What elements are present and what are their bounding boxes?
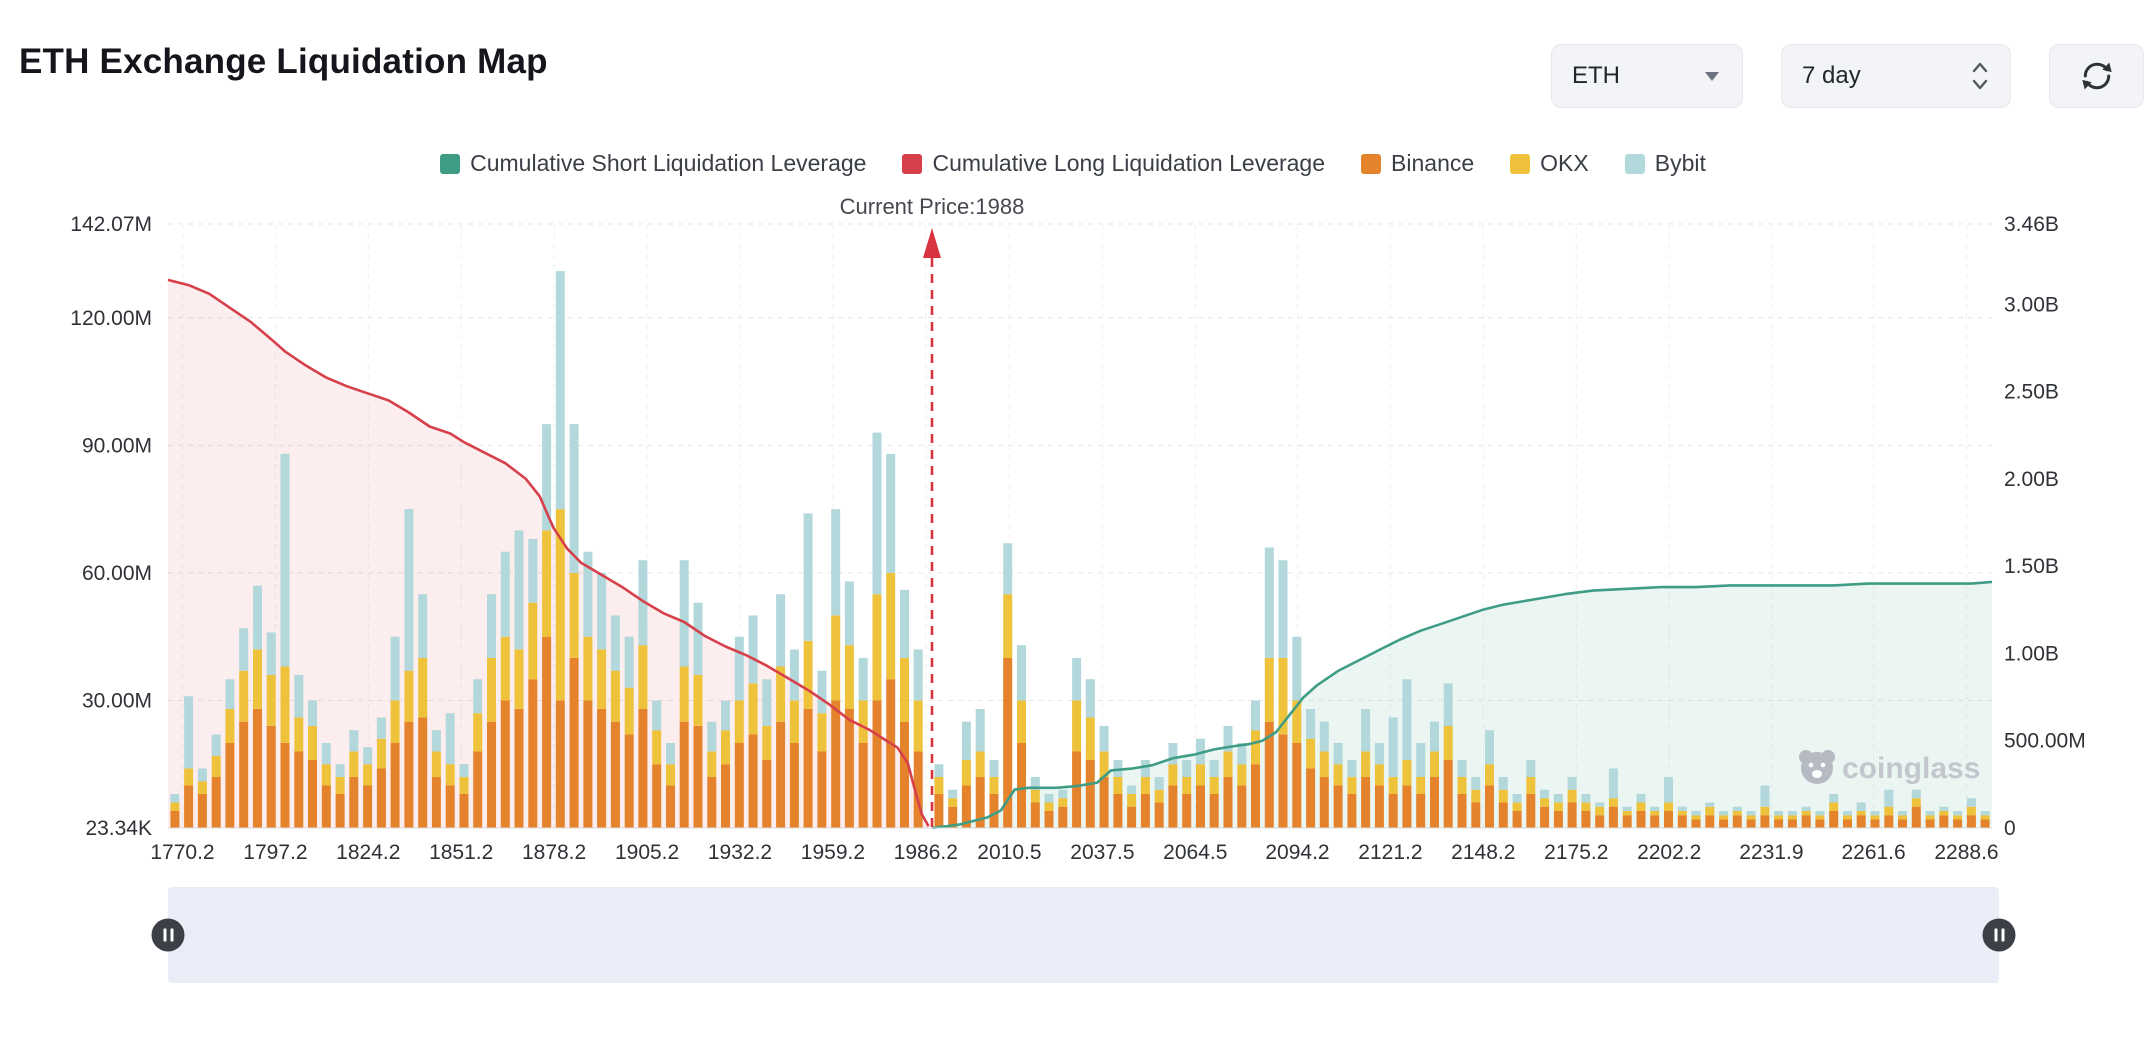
current-price-label: Current Price:1988 [840, 194, 1025, 219]
legend-label: Cumulative Long Liquidation Leverage [932, 150, 1326, 176]
range-select[interactable]: 7 day [1781, 44, 2011, 108]
legend-swatch [902, 153, 923, 174]
legend-item-binance[interactable]: Binance [1361, 150, 1474, 177]
svg-text:3.00B: 3.00B [2004, 293, 2059, 316]
liquidation-map-chart[interactable]: Current Price:1988 coinglass 142.07M 120.… [0, 186, 2146, 886]
pause-bar-icon [2001, 928, 2004, 942]
legend-label: Cumulative Short Liquidation Leverage [470, 150, 867, 176]
svg-text:142.07M: 142.07M [70, 213, 152, 236]
svg-text:2.50B: 2.50B [2004, 381, 2059, 404]
svg-text:1.00B: 1.00B [2004, 642, 2059, 665]
svg-text:1851.2: 1851.2 [429, 841, 493, 864]
right-axis-labels: 3.46B 3.00B 2.50B 2.00B 1.50B 1.00B 500.00M 0 [2004, 213, 2086, 840]
svg-text:120.00M: 120.00M [70, 307, 152, 330]
x-axis-labels: 1770.2 1797.2 1824.2 1851.2 1878.2 1905.2 1932… [150, 841, 1998, 864]
legend-swatch [440, 153, 461, 174]
watermark-text: coinglass [1842, 752, 1980, 785]
brush-handle-right[interactable] [1982, 918, 2016, 952]
svg-text:2094.2: 2094.2 [1265, 841, 1329, 864]
svg-text:1770.2: 1770.2 [150, 841, 214, 864]
refresh-icon [2079, 58, 2115, 94]
legend-swatch [1624, 153, 1645, 174]
svg-text:60.00M: 60.00M [82, 562, 152, 585]
svg-text:2231.9: 2231.9 [1739, 841, 1803, 864]
refresh-button[interactable] [2049, 44, 2144, 108]
legend-item-okx[interactable]: OKX [1510, 150, 1589, 177]
svg-text:1932.2: 1932.2 [708, 841, 772, 864]
legend-label: Bybit [1654, 150, 1706, 176]
legend-item-short[interactable]: Cumulative Short Liquidation Leverage [440, 150, 866, 177]
page-title: ETH Exchange Liquidation Map [19, 42, 548, 81]
svg-text:2148.2: 2148.2 [1451, 841, 1515, 864]
coinglass-watermark: coinglass [1799, 750, 1980, 785]
svg-text:90.00M: 90.00M [82, 434, 152, 457]
legend-label: Binance [1391, 150, 1475, 176]
pause-bar-icon [163, 928, 166, 942]
symbol-select-value: ETH [1572, 62, 1620, 89]
svg-text:1959.2: 1959.2 [801, 841, 865, 864]
svg-text:2175.2: 2175.2 [1544, 841, 1608, 864]
svg-text:1824.2: 1824.2 [336, 841, 400, 864]
stepper-arrows-icon [1970, 59, 1990, 93]
symbol-select[interactable]: ETH [1551, 44, 1743, 108]
range-select-value: 7 day [1802, 62, 1861, 89]
zoom-brush-track[interactable] [151, 887, 2016, 983]
svg-text:1.50B: 1.50B [2004, 555, 2059, 578]
svg-text:0: 0 [2004, 817, 2016, 840]
svg-text:2202.2: 2202.2 [1637, 841, 1701, 864]
svg-text:2064.5: 2064.5 [1163, 841, 1227, 864]
long-liquidation-line [167, 278, 930, 827]
chevron-down-icon [1702, 69, 1722, 83]
svg-text:3.46B: 3.46B [2004, 213, 2059, 236]
svg-text:1878.2: 1878.2 [522, 841, 586, 864]
pause-bar-icon [1994, 928, 1997, 942]
svg-text:1986.2: 1986.2 [894, 841, 958, 864]
svg-text:2.00B: 2.00B [2004, 468, 2059, 491]
short-liquidation-line [931, 580, 1993, 830]
legend-swatch [1361, 153, 1382, 174]
left-axis-labels: 142.07M 120.00M 90.00M 60.00M 30.00M 23.34K [70, 213, 152, 840]
pause-bar-icon [170, 928, 173, 942]
svg-text:500.00M: 500.00M [2004, 730, 2086, 753]
svg-text:2121.2: 2121.2 [1358, 841, 1422, 864]
legend-swatch [1510, 153, 1531, 174]
legend-label: OKX [1540, 150, 1589, 176]
svg-text:2261.6: 2261.6 [1841, 841, 1905, 864]
svg-text:30.00M: 30.00M [82, 690, 152, 713]
svg-text:2288.6: 2288.6 [1934, 841, 1998, 864]
svg-text:1797.2: 1797.2 [243, 841, 307, 864]
svg-text:23.34K: 23.34K [85, 817, 152, 840]
liquidation-bars [170, 271, 1990, 828]
svg-text:2037.5: 2037.5 [1070, 841, 1134, 864]
current-price-marker: Current Price:1988 [840, 194, 1025, 828]
svg-text:2010.5: 2010.5 [977, 841, 1041, 864]
brush-handle-left[interactable] [151, 918, 185, 952]
h-gridlines [168, 223, 1992, 701]
legend-item-bybit[interactable]: Bybit [1624, 150, 1706, 177]
svg-text:1905.2: 1905.2 [615, 841, 679, 864]
legend-item-long[interactable]: Cumulative Long Liquidation Leverage [902, 150, 1325, 177]
chart-legend: Cumulative Short Liquidation Leverage Cum… [0, 150, 2146, 177]
